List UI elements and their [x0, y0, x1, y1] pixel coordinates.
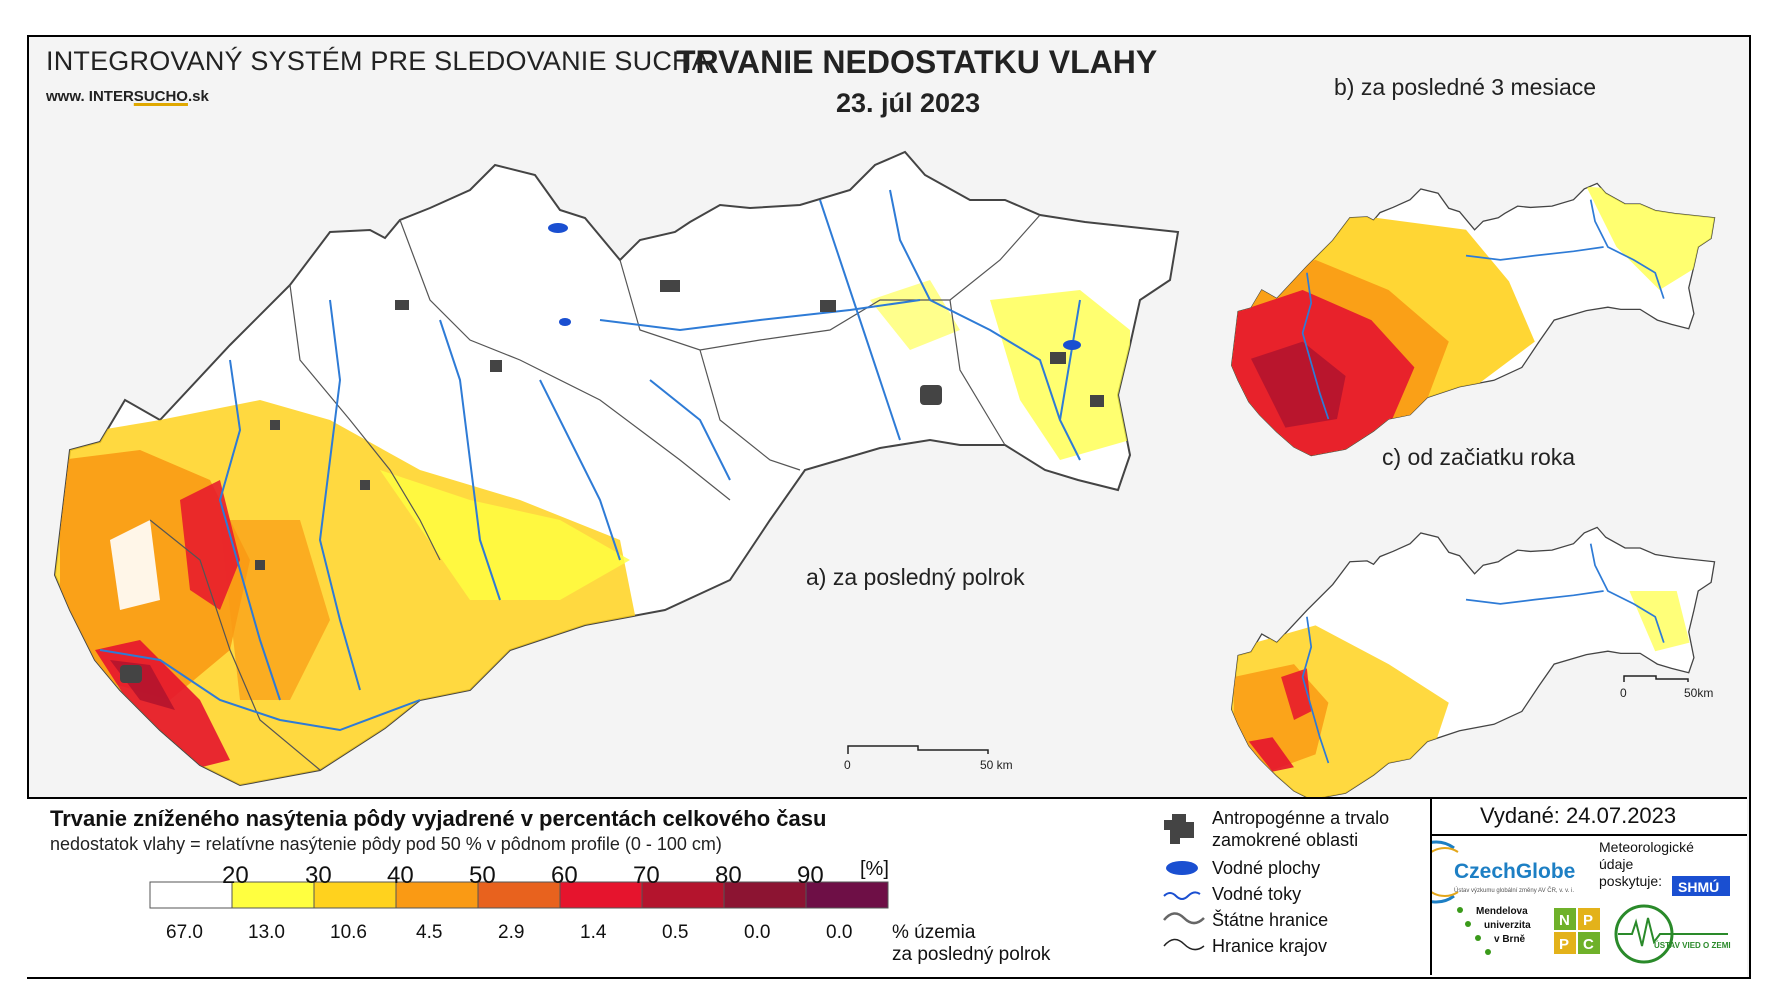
water-bodies-label: Vodné plochy [1212, 858, 1321, 878]
symbol-icons [1163, 814, 1205, 951]
pct-caption-2: za posledný polrok [892, 944, 1051, 965]
svg-text:P: P [1583, 912, 1593, 929]
stream-icon [1163, 891, 1201, 900]
issued-divider [1430, 834, 1747, 836]
scale-main-zero: 0 [844, 758, 851, 772]
tick-80: 80 [715, 862, 742, 889]
scale-small-end: 50km [1684, 686, 1714, 700]
svg-text:Ústav výzkumu globální změny A: Ústav výzkumu globální změny AV ČR, v. v… [1454, 887, 1574, 894]
pct-class-9: 0.0 [826, 922, 853, 943]
tick-40: 40 [387, 862, 414, 889]
state-border-label: Štátne hranice [1212, 910, 1329, 930]
issued-date: Vydané: 24.07.2023 [1480, 803, 1677, 828]
pct-class-6: 1.4 [580, 922, 607, 943]
legend-title: Trvanie zníženého nasýtenia pôdy vyjadre… [50, 806, 827, 831]
svg-text:univerzita: univerzita [1484, 920, 1531, 931]
tick-30: 30 [305, 862, 332, 889]
pct-class-8: 0.0 [744, 922, 771, 943]
nppc-logo: N P P C [1554, 908, 1600, 954]
pct-class-1: 67.0 [166, 922, 203, 943]
panel-b-label: b) za posledné 3 mesiace [1334, 74, 1597, 100]
rivers-main [99, 189, 1081, 732]
svg-text:N: N [1559, 912, 1570, 929]
color-class-2 [231, 881, 315, 909]
shmu-logo: Meteorologické údaje poskytuje: SHMÚ [1599, 839, 1730, 896]
map-svg [53, 150, 1716, 800]
color-scale-boxes [149, 881, 889, 909]
map-date: 23. júl 2023 [836, 88, 981, 118]
legend-divider [1430, 797, 1432, 975]
tick-70: 70 [633, 862, 660, 889]
svg-text:poskytuje:: poskytuje: [1599, 873, 1662, 889]
tick-unit: [%] [860, 858, 889, 880]
scale-bar-small [1623, 675, 1689, 682]
svg-text:P: P [1559, 936, 1569, 953]
color-class-5 [477, 881, 561, 909]
svg-text:C: C [1583, 936, 1594, 953]
uvz-logo: ÚSTAV VIED O ZEMI [1614, 904, 1731, 964]
water-streams-label: Vodné toky [1212, 884, 1302, 904]
svg-text:CzechGlobe: CzechGlobe [1454, 860, 1575, 883]
map-title: TRVANIE NEDOSTATKU VLAHY [676, 44, 1158, 80]
color-scale [149, 881, 889, 909]
anthropogenic-label-2: zamokrené oblasti [1212, 830, 1359, 850]
pct-class-5: 2.9 [498, 922, 525, 943]
water-bodies-main [548, 223, 1081, 350]
partner-logos: CzechGlobe Ústav výzkumu globální změny … [1432, 839, 1731, 964]
svg-text:v Brně: v Brně [1494, 934, 1526, 945]
region-border-label: Hranice krajov [1212, 936, 1328, 956]
color-class-6 [559, 881, 643, 909]
pct-caption-1: % územia [892, 922, 976, 943]
tick-90: 90 [797, 862, 824, 889]
map-panel-b [1230, 182, 1716, 457]
color-class-1 [149, 881, 233, 909]
panel-a-label: a) za posledný polrok [806, 564, 1025, 590]
website-link[interactable]: www. INTERSUCHO.sk [46, 88, 209, 105]
color-class-9 [805, 881, 889, 909]
pct-class-3: 10.6 [330, 922, 367, 943]
anthropogenic-label-1: Antropogénne a trvalo [1212, 808, 1390, 828]
scale-bar-main [847, 745, 989, 754]
color-class-8 [723, 881, 807, 909]
svg-text:SHMÚ: SHMÚ [1678, 878, 1719, 895]
scale-main-end: 50 km [980, 758, 1013, 772]
tick-50: 50 [469, 862, 496, 889]
anthropogenic-icon [1164, 814, 1194, 844]
pct-class-2: 13.0 [248, 922, 285, 943]
color-class-3 [313, 881, 397, 909]
pct-class-7: 0.5 [662, 922, 689, 943]
svg-text:údaje: údaje [1599, 856, 1633, 872]
urban-areas-main [120, 280, 1104, 683]
region-borders-main [149, 214, 1041, 771]
pct-class-4: 4.5 [416, 922, 443, 943]
system-title: INTEGROVANÝ SYSTÉM PRE SLEDOVANIE SUCHA [46, 46, 710, 76]
legend-subtitle: nedostatok vlahy = relatívne nasýtenie p… [50, 834, 722, 854]
drought-shading-main [55, 280, 1130, 785]
panel-c-label: c) od začiatku roka [1382, 444, 1576, 470]
tick-60: 60 [551, 862, 578, 889]
svg-text:Mendelova: Mendelova [1476, 906, 1528, 917]
map-panel-c [1230, 526, 1716, 800]
color-class-7 [641, 881, 725, 909]
tick-20: 20 [222, 862, 249, 889]
state-border-icon [1163, 912, 1205, 925]
svg-text:ÚSTAV VIED O ZEMI: ÚSTAV VIED O ZEMI [1654, 941, 1731, 950]
scale-small-zero: 0 [1620, 686, 1627, 700]
water-body-icon [1166, 861, 1198, 875]
mendel-logo: Mendelova univerzita v Brně [1457, 906, 1531, 955]
region-border-icon [1163, 938, 1205, 951]
czechglobe-logo: CzechGlobe Ústav výzkumu globální změny … [1432, 840, 1575, 904]
svg-text:Meteorologické: Meteorologické [1599, 839, 1694, 855]
